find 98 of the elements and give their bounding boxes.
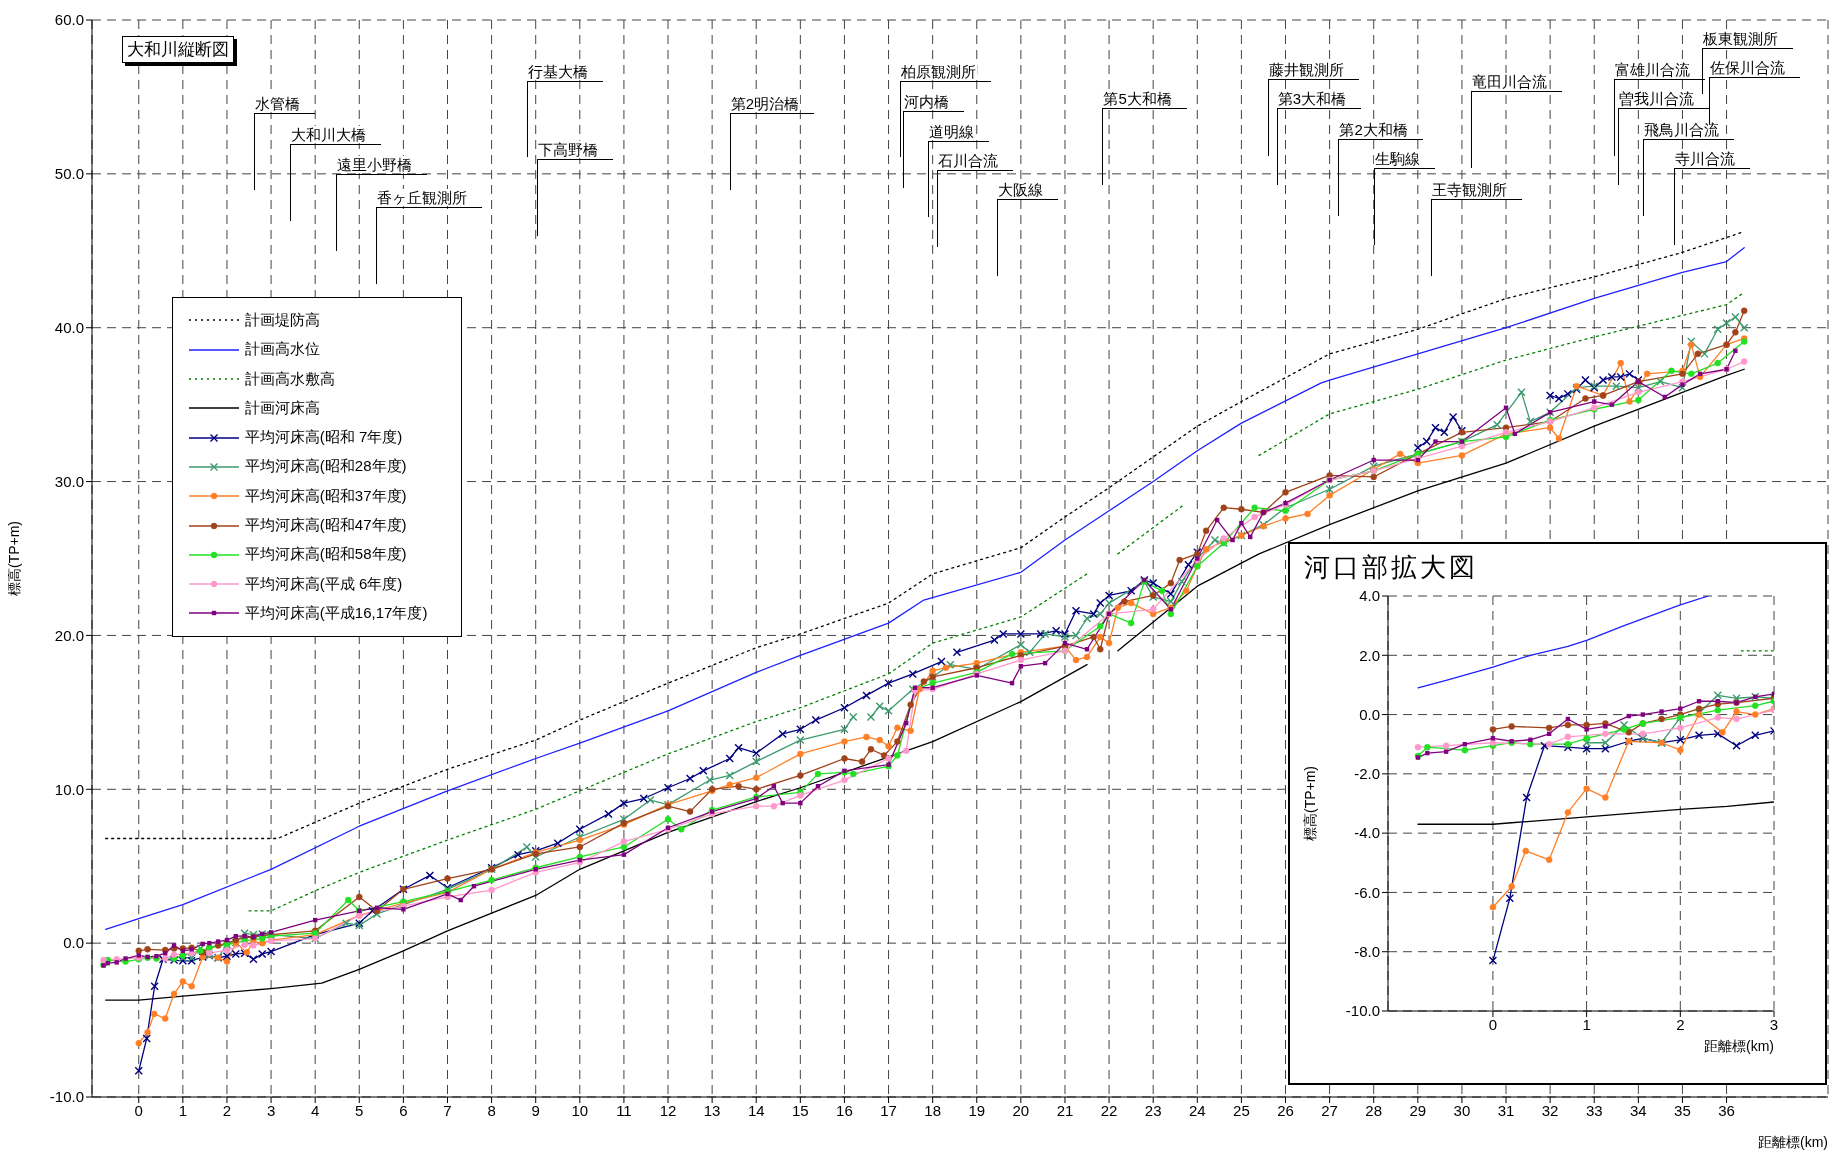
x-tick-label: 30	[1453, 1101, 1471, 1119]
x-tick-label: 31	[1497, 1101, 1515, 1119]
x-tick-label: 4	[311, 1101, 320, 1119]
y-tick-label: -2.0	[1354, 765, 1380, 783]
x-tick-label: 20	[1012, 1101, 1030, 1119]
x-tick-label: 8	[487, 1101, 496, 1119]
x-tick-label: 29	[1409, 1101, 1427, 1119]
x-tick-label: 36	[1718, 1101, 1735, 1119]
x-axis-title: 距離標(km)	[1758, 1134, 1828, 1150]
x-tick-label: 18	[924, 1101, 941, 1119]
x-tick-label: 0	[1488, 1015, 1498, 1033]
annotation: 大阪線	[996, 181, 1044, 198]
y-tick-label: 4.0	[1359, 587, 1380, 605]
annotation: 下高野橋	[536, 141, 599, 158]
y-tick-label: 2.0	[1359, 646, 1380, 664]
x-tick-label: 35	[1674, 1101, 1691, 1119]
x-tick-label: 25	[1233, 1101, 1250, 1119]
annotation: 第2明治橋	[729, 94, 801, 112]
x-tick-label: 33	[1585, 1101, 1603, 1119]
annotation: 道明線	[928, 122, 976, 140]
x-tick-label: 24	[1188, 1101, 1206, 1119]
legend-label: 平均河床高(昭和37年度)	[244, 486, 407, 506]
x-tick-label: 1	[1582, 1015, 1591, 1033]
x-tick-label: 9	[531, 1101, 540, 1119]
annotation: 河内橋	[902, 93, 950, 111]
legend-label: 計画堤防高	[244, 310, 320, 330]
legend-label: 計画高水敷高	[244, 369, 335, 389]
y-tick-label: 50.0	[54, 165, 84, 183]
annotation: 第2大和橋	[1338, 121, 1409, 138]
chart-title: 河口部拡大図	[1304, 551, 1478, 584]
x-tick-label: 21	[1056, 1101, 1074, 1119]
x-tick-label: 32	[1541, 1101, 1559, 1119]
annotation: 王寺観測所	[1431, 181, 1509, 198]
annotation: 石川合流	[937, 151, 1000, 169]
x-tick-label: 7	[443, 1101, 452, 1119]
x-tick-label: 28	[1365, 1101, 1383, 1119]
annotation: 第5大和橋	[1102, 90, 1173, 108]
y-tick-label: 0.0	[1359, 705, 1380, 723]
annotation: 水管橋	[253, 94, 301, 112]
y-axis-title: 標高(TP+m)	[1301, 765, 1318, 842]
x-tick-label: 1	[178, 1101, 188, 1119]
x-tick-label: 3	[266, 1101, 276, 1119]
x-tick-label: 2	[1676, 1015, 1685, 1033]
y-tick-label: -8.0	[1354, 943, 1380, 961]
annotation: 柏原観測所	[900, 62, 978, 80]
annotation: 第3大和橋	[1276, 90, 1348, 108]
annotation: 富雄川合流	[1614, 61, 1692, 78]
x-tick-label: 14	[747, 1101, 765, 1119]
annotation: 大和川大橋	[290, 125, 368, 143]
annotation: 佐保川合流	[1708, 59, 1786, 77]
legend-label: 計画高水位	[244, 340, 320, 360]
legend-label: 計画河床高	[244, 398, 320, 418]
y-tick-label: -4.0	[1354, 824, 1380, 842]
x-tick-label: 5	[355, 1101, 364, 1119]
y-tick-label: -10.0	[49, 1088, 84, 1106]
x-tick-label: 15	[791, 1101, 809, 1119]
x-tick-label: 23	[1144, 1101, 1162, 1119]
x-tick-label: 17	[880, 1101, 897, 1119]
x-tick-label: 19	[968, 1101, 986, 1119]
text: 大和川縦断図	[121, 36, 234, 63]
x-tick-label: 27	[1321, 1101, 1338, 1119]
annotation: 遠里小野橋	[336, 156, 414, 174]
x-tick-label: 10	[571, 1101, 589, 1119]
annotation: 藤井観測所	[1267, 61, 1345, 78]
y-tick-label: 40.0	[54, 319, 84, 337]
y-tick-label: -10.0	[1345, 1002, 1380, 1020]
x-tick-label: 13	[703, 1101, 721, 1119]
annotation: 香ヶ丘観測所	[376, 188, 469, 206]
x-tick-label: 16	[836, 1101, 853, 1119]
x-tick-label: 26	[1277, 1101, 1294, 1119]
annotation: 飛鳥川合流	[1642, 121, 1720, 138]
x-tick-label: 6	[399, 1101, 408, 1119]
x-tick-label: 22	[1100, 1101, 1118, 1119]
y-tick-label: 30.0	[54, 472, 84, 490]
annotation: 行基大橋	[527, 62, 590, 80]
y-tick-label: 0.0	[63, 934, 84, 952]
annotation: 生駒線	[1373, 150, 1421, 168]
y-tick-label: -6.0	[1354, 883, 1380, 901]
y-tick-label: 20.0	[54, 626, 84, 644]
x-tick-label: 12	[659, 1101, 677, 1119]
legend-label: 平均河床高(昭和 7年度)	[244, 428, 403, 448]
x-tick-label: 0	[134, 1101, 143, 1119]
y-tick-label: 60.0	[54, 11, 84, 29]
annotation: 曽我川合流	[1618, 90, 1696, 108]
legend-label: 平均河床高(昭和47年度)	[244, 516, 407, 535]
annotation: 板東観測所	[1702, 30, 1780, 48]
x-tick-label: 34	[1630, 1101, 1647, 1119]
legend-label: 平均河床高(昭和28年度)	[244, 457, 407, 477]
x-tick-label: 11	[616, 1101, 632, 1119]
x-axis-title: 距離標(km)	[1704, 1038, 1774, 1054]
x-tick-label: 2	[222, 1101, 232, 1119]
annotation: 寺川合流	[1673, 150, 1736, 168]
annotation: 竜田川合流	[1470, 73, 1548, 91]
legend-label: 平均河床高(平成 6年度)	[244, 574, 403, 594]
legend-label: 平均河床高(昭和58年度)	[244, 545, 407, 565]
legend-label: 平均河床高(平成16,17年度)	[244, 603, 428, 623]
x-tick-label: 3	[1769, 1015, 1779, 1033]
y-tick-label: 10.0	[54, 780, 84, 798]
